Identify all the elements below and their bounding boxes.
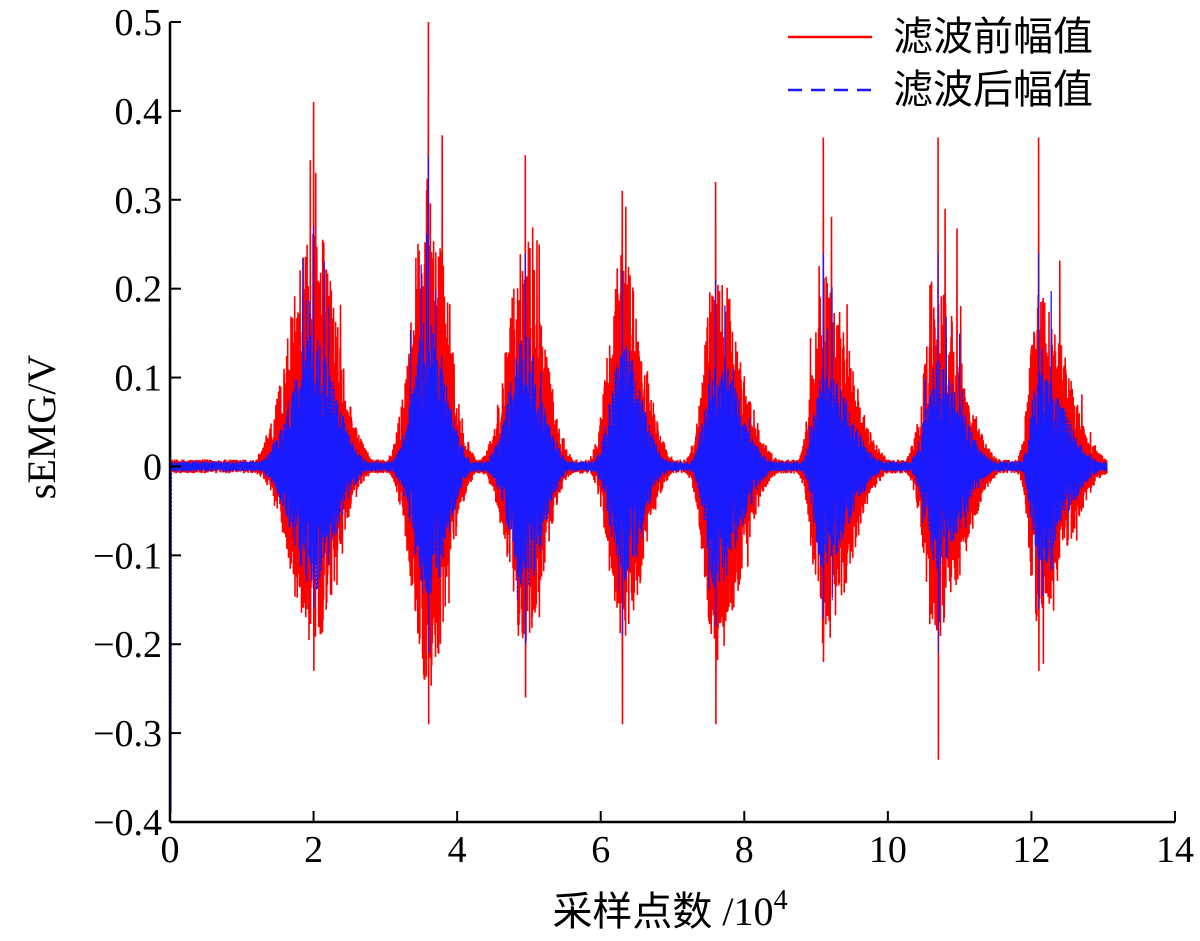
x-tick-label: 6 bbox=[591, 829, 610, 871]
x-tick-label: 4 bbox=[448, 829, 467, 871]
y-tick-label: 0.1 bbox=[115, 358, 163, 400]
y-tick-label: 0.5 bbox=[115, 2, 163, 44]
series-line-unfiltered bbox=[170, 21, 1108, 760]
x-tick-label: 8 bbox=[735, 829, 754, 871]
legend-label-filtered: 滤波后幅值 bbox=[893, 67, 1093, 113]
x-tick-label: 14 bbox=[1156, 829, 1194, 871]
y-tick-label: −0.1 bbox=[93, 535, 162, 577]
x-tick-label: 0 bbox=[161, 829, 180, 871]
x-axis-label-main: 采样点数 /10 bbox=[552, 889, 773, 934]
legend-label-unfiltered: 滤波前幅值 bbox=[893, 14, 1093, 60]
y-tick-label: −0.3 bbox=[93, 713, 162, 755]
y-tick-label: −0.4 bbox=[93, 802, 162, 844]
y-axis-label: sEMG/V bbox=[19, 355, 64, 500]
y-tick-label: −0.2 bbox=[93, 624, 162, 666]
plot-area bbox=[169, 21, 1108, 814]
tick-group: 0 2 4 6 8 10 12 14 −0.4 −0.3 −0.2 −0.1 0 0.1 0.2 0.3 0.4… bbox=[93, 2, 1194, 871]
x-tick-label: 2 bbox=[304, 829, 323, 871]
axes bbox=[168, 22, 1175, 824]
y-tick-label: 0.2 bbox=[115, 269, 163, 311]
y-tick-label: 0 bbox=[143, 446, 162, 488]
y-tick-label: 0.4 bbox=[115, 91, 163, 133]
x-tick-label: 12 bbox=[1012, 829, 1050, 871]
series-line-filtered bbox=[169, 30, 1108, 814]
y-tick-label: 0.3 bbox=[115, 180, 163, 222]
x-tick-label: 10 bbox=[869, 829, 907, 871]
x-axis-label: 采样点数 /104 bbox=[552, 885, 787, 934]
x-axis-label-exponent: 4 bbox=[774, 885, 788, 916]
legend: 滤波前幅值 滤波后幅值 bbox=[788, 14, 1093, 113]
